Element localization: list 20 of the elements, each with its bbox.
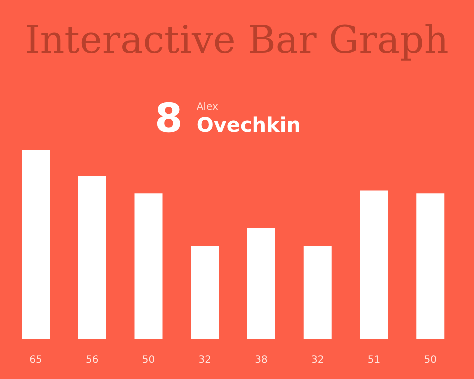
chart-title: Interactive Bar Graph bbox=[24, 18, 450, 62]
data-label: 32 bbox=[312, 355, 324, 366]
data-label: 50 bbox=[142, 355, 156, 366]
data-label: 50 bbox=[424, 355, 437, 366]
bar bbox=[78, 176, 106, 339]
bar bbox=[191, 246, 220, 339]
bar bbox=[248, 228, 276, 339]
data-label: 32 bbox=[198, 355, 212, 366]
data-label: 56 bbox=[86, 355, 99, 366]
data-label: 38 bbox=[255, 355, 268, 366]
text: Ovechkin bbox=[196, 112, 301, 136]
bar bbox=[360, 190, 388, 339]
data-label: 51 bbox=[368, 355, 381, 366]
text: 8 bbox=[155, 96, 183, 142]
bar bbox=[416, 194, 445, 339]
data-label: 65 bbox=[30, 355, 42, 366]
bar bbox=[134, 194, 163, 339]
bar bbox=[304, 246, 332, 339]
bar bbox=[22, 150, 50, 339]
text: Alex bbox=[196, 102, 220, 112]
